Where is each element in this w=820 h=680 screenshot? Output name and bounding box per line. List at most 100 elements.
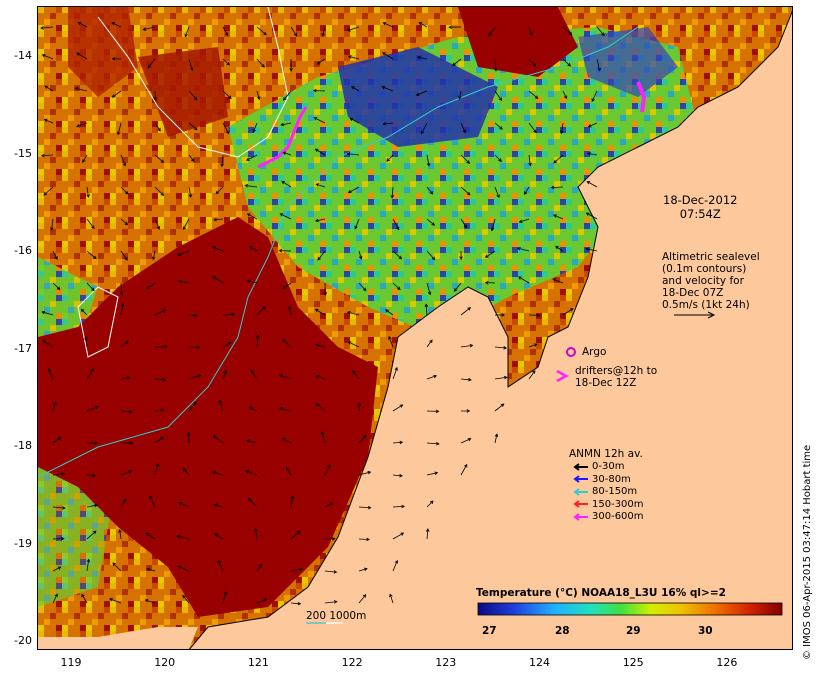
velocity-arrow <box>108 597 122 604</box>
velocity-arrow <box>392 404 404 412</box>
velocity-arrow <box>426 339 433 348</box>
velocity-arrow <box>591 90 598 102</box>
velocity-arrow <box>358 505 372 510</box>
velocity-arrow <box>596 58 601 72</box>
lon-tick-label: 126 <box>716 656 738 669</box>
velocity-arrow <box>188 345 201 350</box>
lat-tick-label: -14 <box>14 49 32 62</box>
velocity-arrow <box>352 370 360 380</box>
anmn-legend-label: 150-300m <box>592 498 644 510</box>
velocity-arrow <box>74 87 88 92</box>
velocity-arrow <box>154 462 160 476</box>
velocity-arrow <box>256 598 268 604</box>
velocity-arrow <box>244 183 258 188</box>
velocity-arrow <box>86 282 95 292</box>
velocity-arrow <box>562 26 573 36</box>
velocity-arrow <box>217 559 224 572</box>
velocity-arrow <box>426 441 440 446</box>
velocity-arrow <box>460 437 472 444</box>
velocity-arrow <box>252 122 258 133</box>
velocity-arrow <box>43 118 54 124</box>
velocity-arrow <box>392 473 403 478</box>
map-panel[interactable]: 18-Dec-2012 07:54Z Altimetric sealevel (… <box>37 6 793 650</box>
velocity-arrow <box>42 339 54 348</box>
velocity-arrow <box>246 213 258 220</box>
velocity-arrow <box>215 186 224 195</box>
velocity-arrow <box>178 279 190 284</box>
velocity-arrow <box>392 504 405 509</box>
velocity-arrow <box>392 366 398 380</box>
velocity-arrow <box>81 593 88 604</box>
velocity-arrow <box>111 57 122 61</box>
velocity-arrow <box>320 430 326 444</box>
velocity-arrow <box>184 26 190 38</box>
velocity-arrow <box>77 21 88 28</box>
velocity-arrow <box>460 218 467 229</box>
velocity-arrow <box>120 302 125 316</box>
velocity-arrow <box>460 186 471 196</box>
velocity-arrow <box>382 122 394 126</box>
velocity-arrow <box>452 58 462 66</box>
velocity-arrow <box>420 122 428 135</box>
velocity-arrow <box>76 122 88 128</box>
velocity-arrow <box>286 466 292 476</box>
velocity-arrow <box>120 186 129 195</box>
velocity-arrow <box>120 498 127 508</box>
velocity-arrow <box>459 250 463 261</box>
velocity-arrow <box>142 26 156 31</box>
velocity-arrow <box>453 282 462 292</box>
argo-legend-label: Argo <box>582 346 607 358</box>
velocity-arrow <box>494 403 505 412</box>
velocity-arrow <box>386 154 394 162</box>
velocity-arrow <box>151 250 156 261</box>
velocity-arrow <box>222 90 232 100</box>
lat-tick-label: -19 <box>14 536 32 550</box>
velocity-arrow <box>182 594 190 604</box>
sst-map <box>38 7 792 649</box>
velocity-arrow <box>426 186 434 195</box>
velocity-arrow <box>392 532 405 540</box>
velocity-arrow <box>426 282 432 296</box>
velocity-arrow <box>484 250 496 258</box>
velocity-arrow <box>553 214 564 220</box>
velocity-arrow <box>52 506 66 510</box>
anmn-legend-item: 30-80m <box>573 474 631 485</box>
anmn-legend-label: 300-600m <box>592 511 644 522</box>
colorbar-tick-label: 29 <box>626 625 641 637</box>
velocity-arrow <box>550 185 564 190</box>
velocity-arrow <box>86 368 94 380</box>
velocity-arrow <box>52 566 62 572</box>
velocity-arrow <box>111 22 122 28</box>
velocity-arrow <box>246 279 258 284</box>
velocity-arrow <box>516 247 530 252</box>
drifters-legend: drifters@12h to 18-Dec 12Z <box>575 365 658 389</box>
velocity-arrow <box>211 246 224 252</box>
velocity-arrow <box>283 90 292 101</box>
velocity-arrow <box>188 154 195 162</box>
velocity-arrow <box>358 594 367 604</box>
velocity-arrow <box>392 559 399 572</box>
velocity-arrow <box>282 339 292 348</box>
velocity-arrow <box>354 218 360 230</box>
velocity-arrow <box>144 599 156 604</box>
velocity-arrow <box>484 280 496 285</box>
velocity-arrow <box>176 534 190 540</box>
velocity-arrow <box>488 26 496 37</box>
velocity-arrow <box>43 186 54 196</box>
velocity-arrow <box>324 570 338 574</box>
velocity-arrow <box>460 377 472 382</box>
velocity-arrow <box>178 502 190 508</box>
velocity-arrow <box>120 218 129 226</box>
velocity-arrow <box>52 401 57 412</box>
velocity-arrow <box>287 305 292 316</box>
velocity-arrow <box>183 467 190 476</box>
velocity-arrow <box>120 441 134 445</box>
velocity-arrow <box>213 217 224 222</box>
anmn-legend-label: 30-80m <box>592 473 631 485</box>
velocity-arrow <box>256 58 265 68</box>
velocity-arrow <box>254 527 258 540</box>
velocity-arrow <box>494 433 499 444</box>
depth-arrow-icon <box>573 500 588 508</box>
velocity-arrow <box>86 441 99 445</box>
lon-tick-label: 123 <box>435 656 457 669</box>
